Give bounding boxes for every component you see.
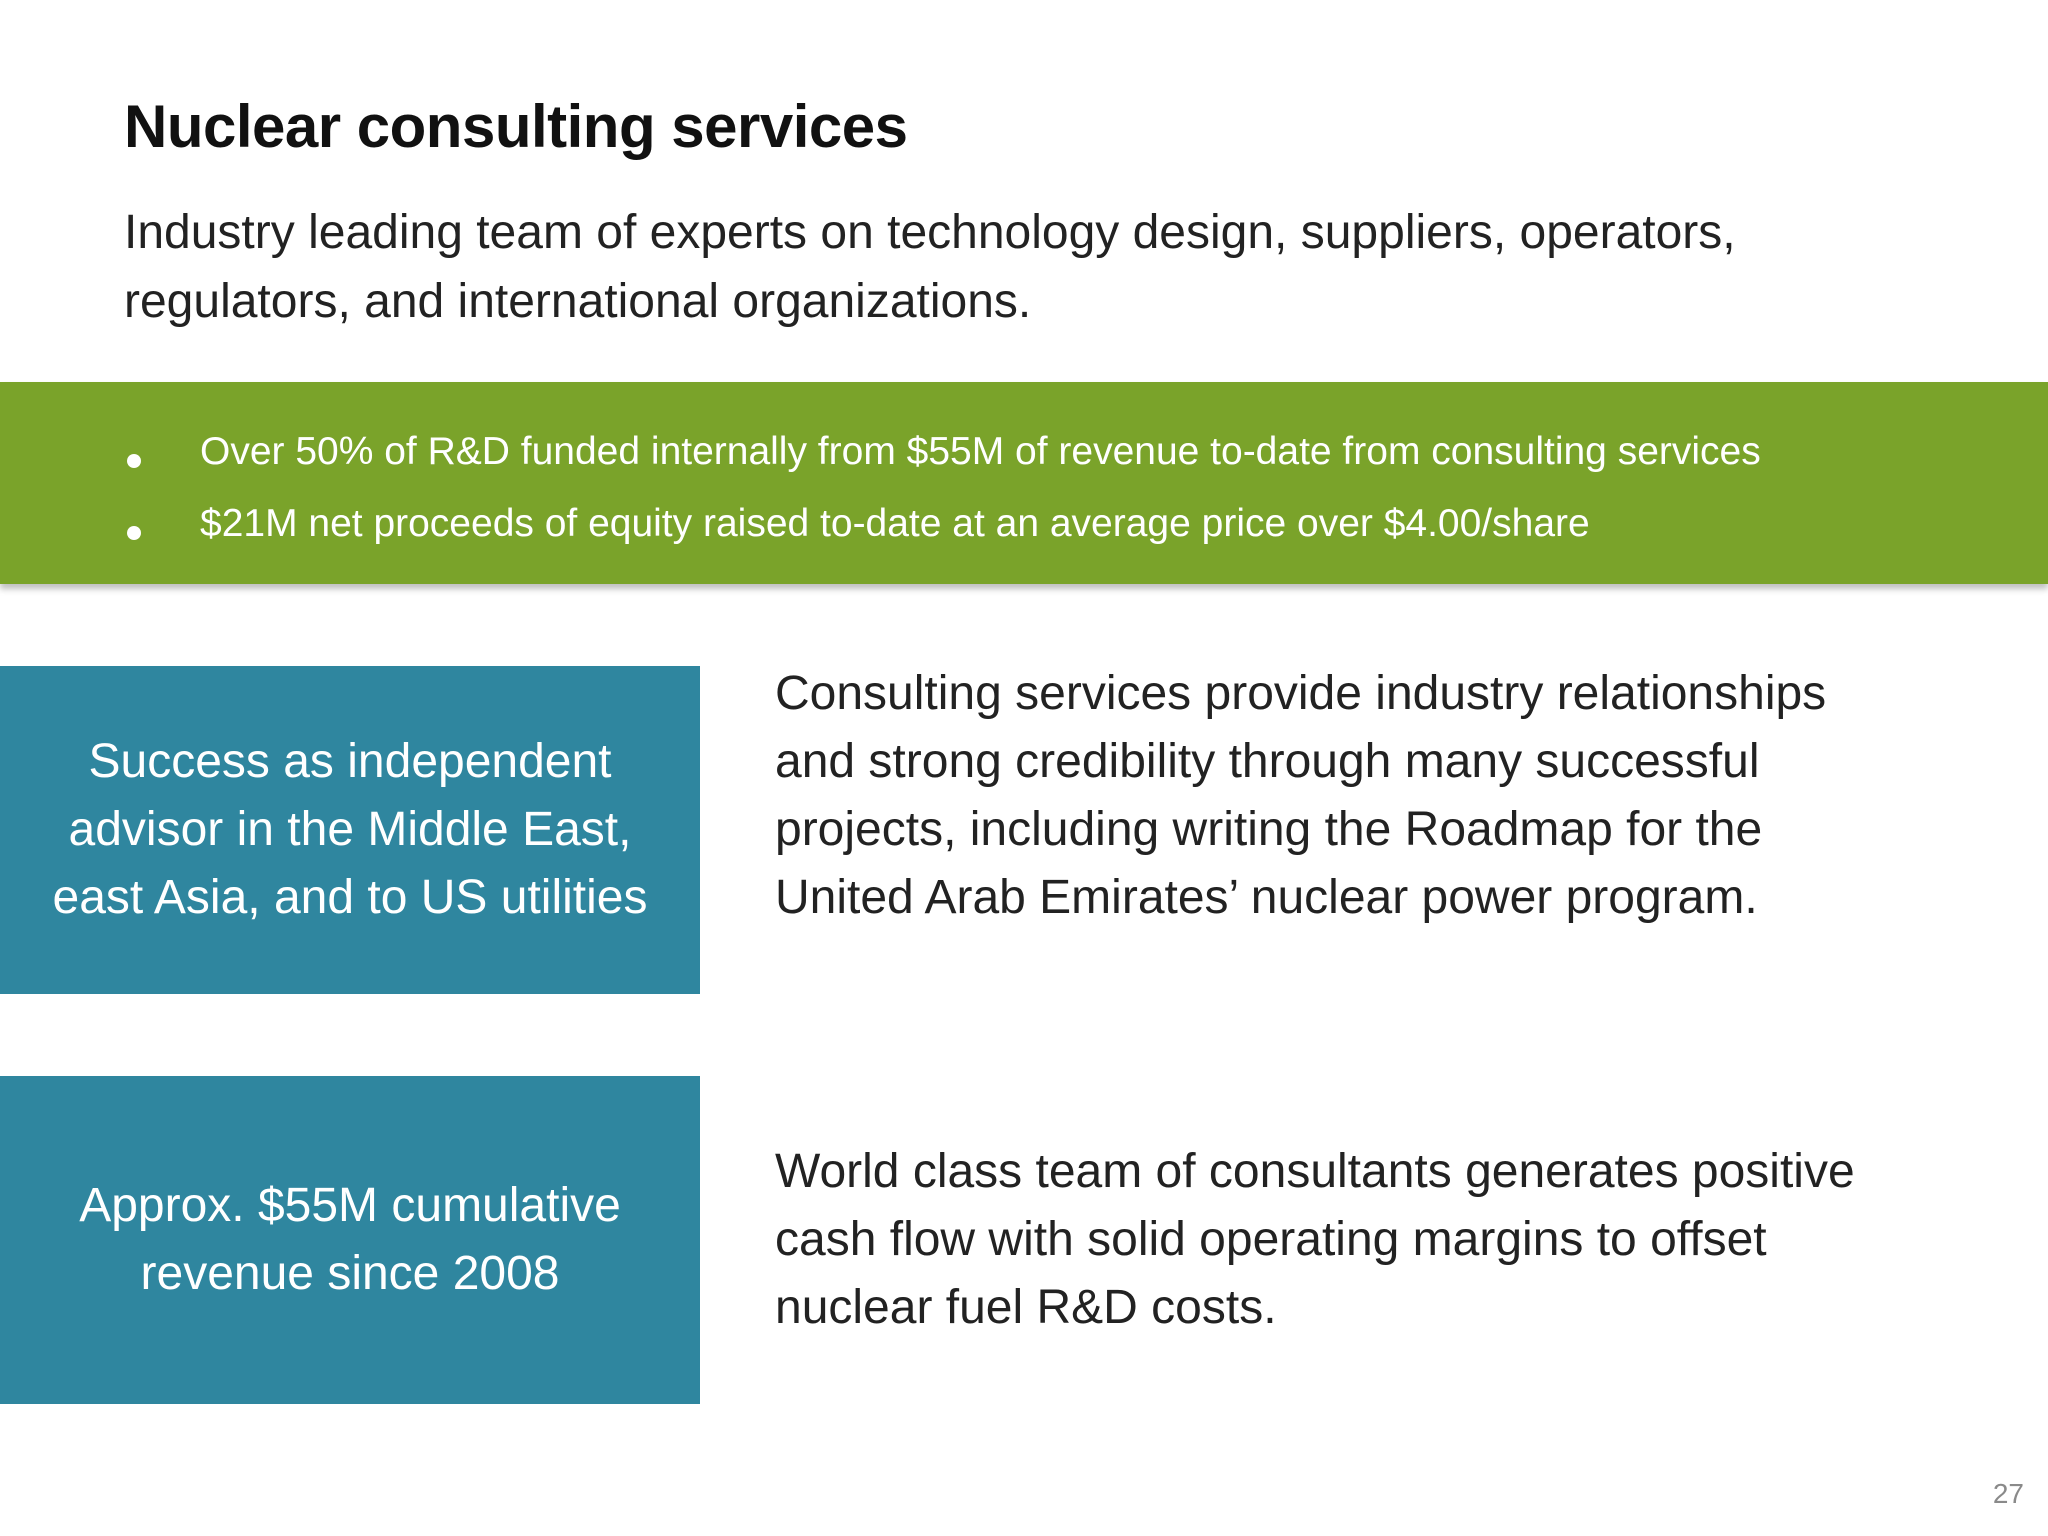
bullet-dot-icon bbox=[127, 526, 141, 540]
bullet-dot-icon bbox=[127, 454, 141, 468]
slide-subtitle: Industry leading team of experts on tech… bbox=[124, 206, 1736, 328]
highlight-text: $21M net proceeds of equity raised to-da… bbox=[200, 502, 1590, 545]
highlight-item: $21M net proceeds of equity raised to-da… bbox=[0, 492, 2048, 564]
callout-description-relationships: Consulting services provide industry rel… bbox=[775, 667, 1827, 924]
page-number: 27 bbox=[1992, 1478, 2024, 1509]
callout-box-revenue: Approx. $55M cumulative revenue since 20… bbox=[0, 1076, 700, 1404]
highlight-text: Over 50% of R&D funded internally from $… bbox=[200, 430, 1761, 473]
callout-box-text: Success as independent advisor in the Mi… bbox=[52, 735, 648, 924]
callout-box-text: Approx. $55M cumulative revenue since 20… bbox=[79, 1179, 621, 1300]
callout-description-cash-flow: World class team of consultants generate… bbox=[775, 1145, 1855, 1334]
highlights-band bbox=[0, 382, 2048, 584]
highlight-item: Over 50% of R&D funded internally from $… bbox=[0, 420, 2048, 492]
slide-title: Nuclear consulting services bbox=[124, 93, 908, 160]
callout-box-advisor: Success as independent advisor in the Mi… bbox=[0, 666, 700, 994]
